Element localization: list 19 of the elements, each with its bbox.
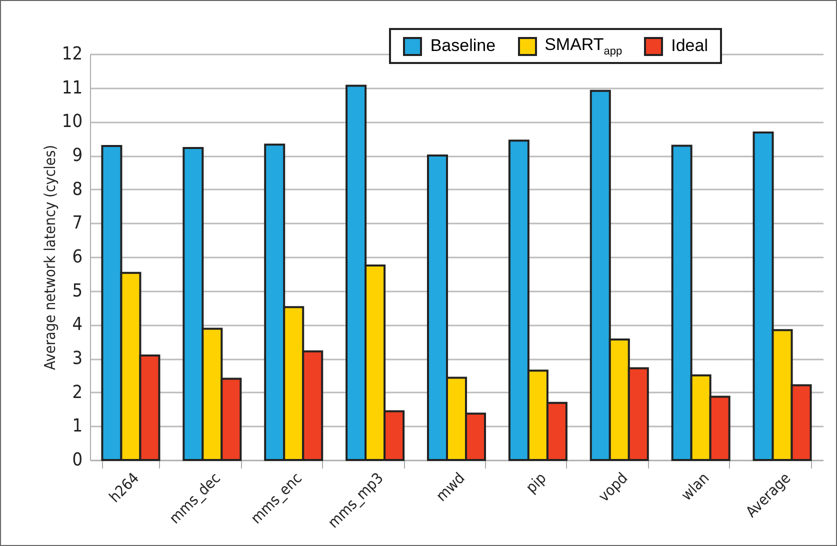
y-tick-label: 6 [72,246,82,268]
y-tick-label: 8 [72,178,82,200]
y-tick-label: 4 [72,314,82,336]
x-tick-label: pip [522,469,550,497]
y-axis-title: Average network latency (cycles) [40,145,59,370]
legend-label: SMART$_{app}$ [544,35,622,58]
x-tick-label: wlan [678,469,713,504]
legend-label: Baseline [430,36,496,56]
y-tick-label: 9 [72,145,82,166]
y-tick-label: 3 [72,348,82,369]
y-tick-label: 11 [62,77,82,98]
y-tick-label: 7 [72,212,82,234]
y-tick-label: 1 [72,416,82,437]
y-tick-label: 5 [72,280,82,302]
y-tick-label: 10 [62,111,82,132]
y-tick-label: 12 [62,44,82,64]
legend-label: Ideal [671,36,708,56]
y-tick-label: 2 [72,382,82,403]
y-tick-label: 0 [72,450,82,470]
